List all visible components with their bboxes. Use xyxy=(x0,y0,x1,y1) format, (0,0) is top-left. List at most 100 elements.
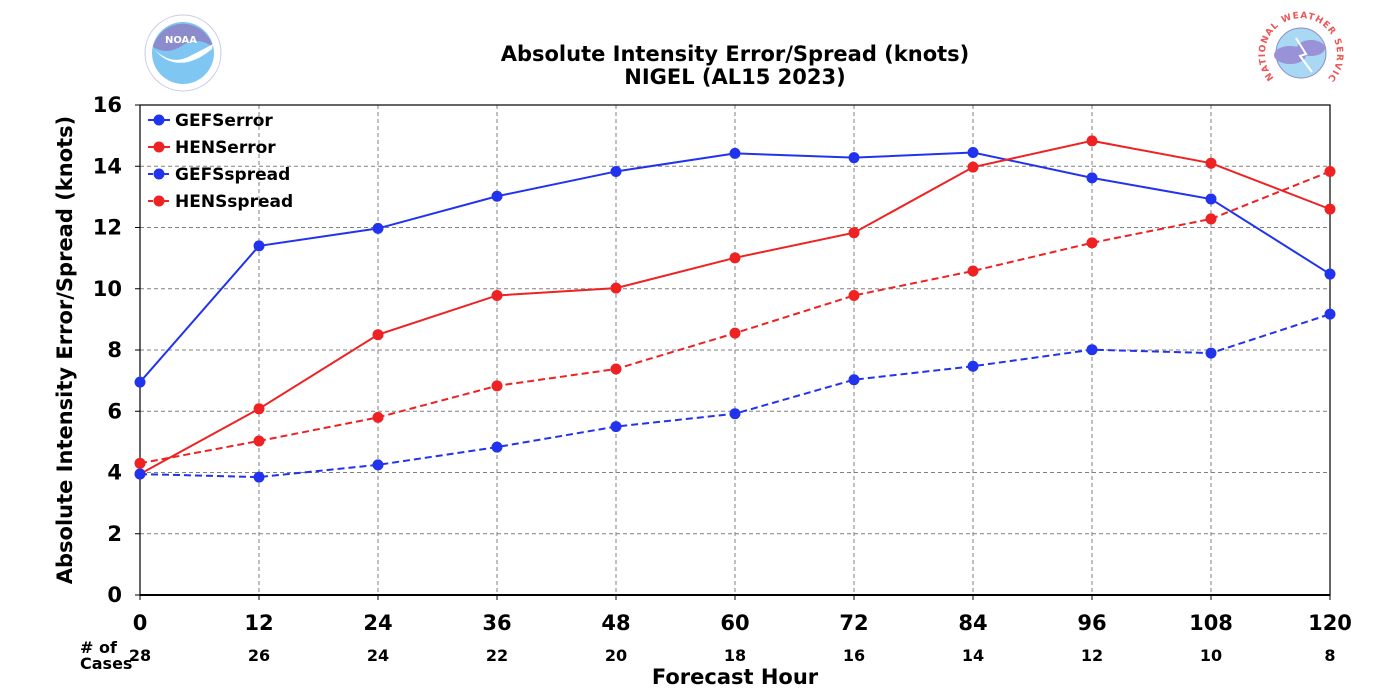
series-lines xyxy=(134,135,1336,483)
case-count-10: 8 xyxy=(1324,646,1335,665)
series-HENSspread xyxy=(134,165,1336,469)
case-count-9: 10 xyxy=(1200,646,1222,665)
point-GEFSerror-60 xyxy=(729,147,741,159)
point-HENSerror-84 xyxy=(967,161,979,173)
case-count-8: 12 xyxy=(1081,646,1103,665)
point-GEFSerror-108 xyxy=(1205,193,1217,205)
point-GEFSspread-60 xyxy=(729,408,741,420)
point-GEFSerror-36 xyxy=(491,190,503,202)
series-GEFSspread xyxy=(134,308,1336,483)
case-count-0: 28 xyxy=(129,646,151,665)
point-HENSerror-12 xyxy=(253,403,265,415)
point-HENSerror-108 xyxy=(1205,157,1217,169)
legend-marker-GEFSerror xyxy=(153,114,165,126)
legend-marker-HENSerror xyxy=(153,141,165,153)
point-HENSspread-0 xyxy=(134,457,146,469)
point-GEFSspread-12 xyxy=(253,471,265,483)
point-GEFSerror-120 xyxy=(1324,268,1336,280)
legend-item-HENSerror: HENSerror xyxy=(148,138,276,158)
point-GEFSspread-84 xyxy=(967,360,979,372)
y-tick-label-1: 2 xyxy=(107,522,122,546)
point-HENSspread-24 xyxy=(372,411,384,423)
point-GEFSspread-96 xyxy=(1086,344,1098,356)
case-count-5: 18 xyxy=(724,646,746,665)
x-tick-label-10: 120 xyxy=(1308,611,1352,635)
point-HENSerror-48 xyxy=(610,282,622,294)
chart-title: Absolute Intensity Error/Spread (knots) xyxy=(501,42,970,66)
point-GEFSerror-72 xyxy=(848,152,860,164)
noaa-logo: NOAA xyxy=(144,14,222,92)
point-HENSspread-72 xyxy=(848,289,860,301)
legend-marker-HENSspread xyxy=(153,195,165,207)
x-tick-label-8: 96 xyxy=(1077,611,1106,635)
point-GEFSerror-48 xyxy=(610,165,622,177)
y-tick-label-2: 4 xyxy=(107,461,122,485)
point-GEFSspread-108 xyxy=(1205,347,1217,359)
case-count-6: 16 xyxy=(843,646,865,665)
point-GEFSspread-48 xyxy=(610,421,622,433)
point-HENSspread-120 xyxy=(1324,165,1336,177)
point-HENSspread-108 xyxy=(1205,213,1217,225)
case-count-4: 20 xyxy=(605,646,627,665)
point-HENSspread-36 xyxy=(491,380,503,392)
legend-label-HENSerror: HENSerror xyxy=(175,138,276,158)
legend-label-GEFSerror: GEFSerror xyxy=(175,111,273,131)
point-HENSspread-84 xyxy=(967,265,979,277)
cases-label-line-0: # of xyxy=(80,638,118,657)
case-count-1: 26 xyxy=(248,646,270,665)
series-GEFSerror xyxy=(134,146,1336,388)
y-tick-label-0: 0 xyxy=(107,583,122,607)
x-axis-label: Forecast Hour xyxy=(652,665,819,689)
x-tick-label-5: 60 xyxy=(720,611,749,635)
y-axis-label: Absolute Intensity Error/Spread (knots) xyxy=(53,116,77,585)
point-GEFSspread-24 xyxy=(372,459,384,471)
legend-marker-GEFSspread xyxy=(153,168,165,180)
case-count-3: 22 xyxy=(486,646,508,665)
point-HENSerror-72 xyxy=(848,227,860,239)
y-tick-label-4: 8 xyxy=(107,338,122,362)
y-tick-label-8: 16 xyxy=(93,93,122,117)
legend-item-GEFSerror: GEFSerror xyxy=(148,111,273,131)
case-count-labels: 28 26 24 22 20 18 16 14 12 10 8 xyxy=(129,646,1336,665)
chart-subtitle: NIGEL (AL15 2023) xyxy=(624,65,845,89)
point-HENSspread-96 xyxy=(1086,237,1098,249)
y-tick-label-3: 6 xyxy=(107,399,122,423)
x-tick-label-3: 36 xyxy=(482,611,511,635)
x-tick-label-4: 48 xyxy=(601,611,630,635)
legend: GEFSerror HENSerror GEFSspread HENSspread xyxy=(148,111,293,212)
case-count-7: 14 xyxy=(962,646,984,665)
point-GEFSspread-0 xyxy=(134,468,146,480)
point-GEFSerror-0 xyxy=(134,376,146,388)
y-tick-labels: 0 2 4 6 8 10 12 14 16 xyxy=(93,93,140,607)
y-tick-label-6: 12 xyxy=(93,216,122,240)
x-tick-label-0: 0 xyxy=(133,611,148,635)
point-GEFSspread-120 xyxy=(1324,308,1336,320)
cases-label-line-1: Cases xyxy=(80,654,132,673)
y-tick-label-5: 10 xyxy=(93,277,122,301)
point-HENSspread-60 xyxy=(729,327,741,339)
point-GEFSerror-24 xyxy=(372,222,384,234)
point-GEFSspread-36 xyxy=(491,441,503,453)
point-HENSerror-24 xyxy=(372,329,384,341)
y-tick-label-7: 14 xyxy=(93,154,122,178)
point-HENSerror-36 xyxy=(491,289,503,301)
legend-item-GEFSspread: GEFSspread xyxy=(148,165,290,185)
point-GEFSerror-84 xyxy=(967,146,979,158)
legend-item-HENSspread: HENSspread xyxy=(148,192,293,212)
legend-label-GEFSspread: GEFSspread xyxy=(175,165,290,185)
point-HENSerror-60 xyxy=(729,252,741,264)
noaa-logo-text: NOAA xyxy=(165,35,197,46)
point-GEFSerror-96 xyxy=(1086,172,1098,184)
point-HENSerror-120 xyxy=(1324,203,1336,215)
grid-lines xyxy=(140,105,1330,596)
x-tick-label-2: 24 xyxy=(363,611,392,635)
cases-label: # of Cases xyxy=(80,638,132,673)
point-GEFSspread-72 xyxy=(848,374,860,386)
point-HENSspread-12 xyxy=(253,435,265,447)
x-tick-label-1: 12 xyxy=(244,611,273,635)
point-HENSerror-96 xyxy=(1086,135,1098,147)
x-tick-labels: 0 12 24 36 48 60 72 84 96 108 120 xyxy=(133,595,1352,635)
legend-label-HENSspread: HENSspread xyxy=(175,192,293,212)
x-tick-label-6: 72 xyxy=(839,611,868,635)
